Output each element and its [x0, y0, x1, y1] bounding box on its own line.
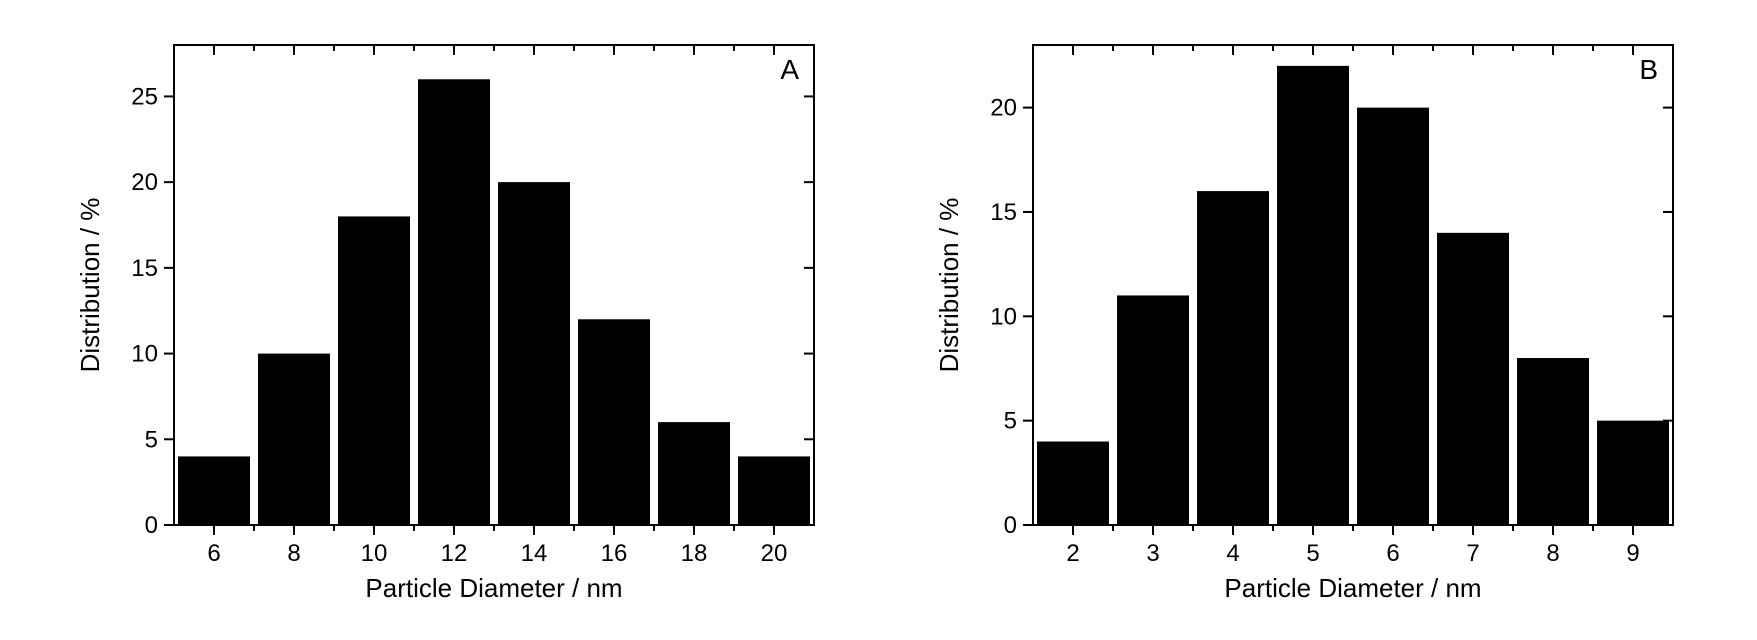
x-axis-title: Particle Diameter / nm: [366, 573, 623, 603]
bar: [658, 422, 730, 525]
bar: [1117, 295, 1189, 525]
bar: [1437, 233, 1509, 525]
bar: [1517, 358, 1589, 525]
y-axis-title: Distribution / %: [934, 198, 964, 373]
y-tick-label: 10: [990, 303, 1017, 330]
x-tick-label: 8: [1546, 540, 1559, 567]
panel-label: B: [1639, 54, 1658, 85]
x-tick-label: 2: [1066, 540, 1079, 567]
y-axis-title: Distribution / %: [75, 198, 105, 373]
bar: [1597, 421, 1669, 525]
x-tick-label: 14: [521, 540, 548, 567]
x-tick-label: 20: [761, 540, 788, 567]
x-tick-label: 4: [1226, 540, 1239, 567]
x-tick-label: 8: [288, 540, 301, 567]
bar: [738, 456, 810, 525]
y-tick-label: 10: [132, 341, 159, 368]
x-tick-label: 5: [1306, 540, 1319, 567]
bar: [1357, 108, 1429, 525]
x-tick-label: 6: [1386, 540, 1399, 567]
y-tick-label: 25: [132, 83, 159, 110]
y-tick-label: 5: [145, 426, 158, 453]
histogram-b: 2 3 4 5 6 7 8 9 0 5 10 15 20 Particle Diameter / nm Di…: [918, 20, 1698, 620]
y-tick-label: 0: [145, 512, 158, 539]
y-tick-label: 0: [1003, 512, 1016, 539]
x-tick-label: 16: [601, 540, 628, 567]
x-tick-label: 6: [208, 540, 221, 567]
x-tick-label: 18: [681, 540, 708, 567]
panel-label: A: [781, 54, 800, 85]
x-tick-label: 3: [1146, 540, 1159, 567]
bar: [1197, 191, 1269, 525]
bar: [418, 79, 490, 525]
bar: [498, 182, 570, 525]
y-tick-label: 20: [132, 169, 159, 196]
bar: [258, 354, 330, 525]
x-tick-label: 12: [441, 540, 468, 567]
y-tick-label: 15: [990, 199, 1017, 226]
chart-panel-a: 6 8 10 12 14 16 18 20 0 5 10 15 20 25 Particle Diamete…: [59, 20, 839, 620]
bar: [338, 216, 410, 525]
histogram-a: 6 8 10 12 14 16 18 20 0 5 10 15 20 25 Particle Diamete…: [59, 20, 839, 620]
x-tick-label: 7: [1466, 540, 1479, 567]
x-axis-title: Particle Diameter / nm: [1224, 573, 1481, 603]
y-tick-label: 5: [1003, 408, 1016, 435]
x-tick-label: 10: [361, 540, 388, 567]
bar: [178, 456, 250, 525]
chart-panel-b: 2 3 4 5 6 7 8 9 0 5 10 15 20 Particle Diameter / nm Di…: [918, 20, 1698, 620]
x-tick-label: 9: [1626, 540, 1639, 567]
bar: [1277, 66, 1349, 525]
bar: [578, 319, 650, 525]
y-tick-label: 15: [132, 255, 159, 282]
bar: [1037, 442, 1109, 525]
y-tick-label: 20: [990, 95, 1017, 122]
